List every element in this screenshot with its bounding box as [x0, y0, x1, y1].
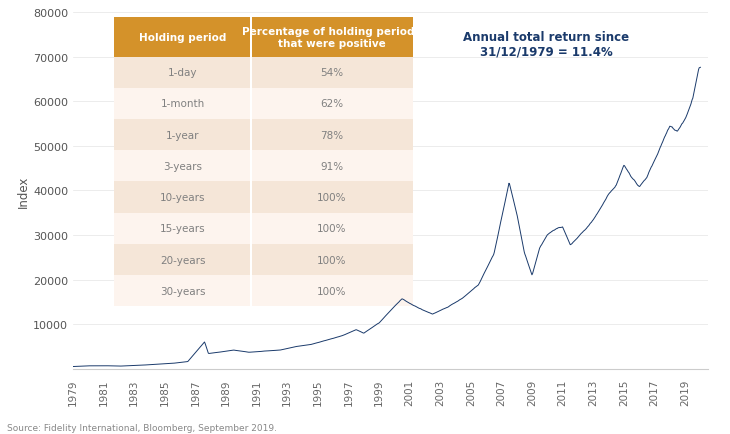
FancyBboxPatch shape [251, 89, 412, 120]
Y-axis label: Index: Index [18, 175, 30, 207]
FancyBboxPatch shape [251, 276, 412, 306]
Text: 100%: 100% [317, 193, 347, 203]
Text: 1-month: 1-month [161, 99, 204, 109]
FancyBboxPatch shape [115, 151, 251, 182]
FancyBboxPatch shape [115, 120, 251, 151]
FancyBboxPatch shape [115, 244, 251, 276]
FancyBboxPatch shape [115, 57, 251, 89]
FancyBboxPatch shape [251, 244, 412, 276]
FancyBboxPatch shape [251, 151, 412, 182]
Text: Holding period: Holding period [139, 33, 226, 43]
FancyBboxPatch shape [250, 151, 252, 182]
Text: 10-years: 10-years [160, 193, 205, 203]
Text: Percentage of holding periods
that were positive: Percentage of holding periods that were … [242, 27, 421, 49]
Text: 15-years: 15-years [160, 224, 205, 234]
FancyBboxPatch shape [250, 18, 252, 57]
Text: 78%: 78% [320, 130, 343, 140]
Text: 62%: 62% [320, 99, 343, 109]
Text: Source: Fidelity International, Bloomberg, September 2019.: Source: Fidelity International, Bloomber… [7, 423, 277, 432]
FancyBboxPatch shape [251, 57, 412, 89]
Text: 100%: 100% [317, 286, 347, 296]
Text: Annual total return since
31/12/1979 = 11.4%: Annual total return since 31/12/1979 = 1… [463, 31, 629, 59]
FancyBboxPatch shape [115, 89, 251, 120]
FancyBboxPatch shape [251, 120, 412, 151]
FancyBboxPatch shape [251, 18, 412, 57]
FancyBboxPatch shape [250, 244, 252, 276]
Text: 54%: 54% [320, 68, 343, 78]
Text: 100%: 100% [317, 224, 347, 234]
Text: 100%: 100% [317, 255, 347, 265]
Text: 30-years: 30-years [160, 286, 205, 296]
FancyBboxPatch shape [115, 276, 251, 306]
FancyBboxPatch shape [250, 120, 252, 151]
FancyBboxPatch shape [115, 182, 251, 213]
Text: 91%: 91% [320, 161, 343, 171]
Text: 1-day: 1-day [168, 68, 197, 78]
FancyBboxPatch shape [115, 213, 251, 244]
Text: 20-years: 20-years [160, 255, 205, 265]
FancyBboxPatch shape [250, 57, 252, 89]
Text: 3-years: 3-years [163, 161, 202, 171]
FancyBboxPatch shape [115, 18, 251, 57]
FancyBboxPatch shape [250, 182, 252, 213]
FancyBboxPatch shape [251, 182, 412, 213]
Text: 1-year: 1-year [166, 130, 199, 140]
FancyBboxPatch shape [250, 213, 252, 244]
FancyBboxPatch shape [250, 276, 252, 306]
FancyBboxPatch shape [250, 89, 252, 120]
FancyBboxPatch shape [251, 213, 412, 244]
